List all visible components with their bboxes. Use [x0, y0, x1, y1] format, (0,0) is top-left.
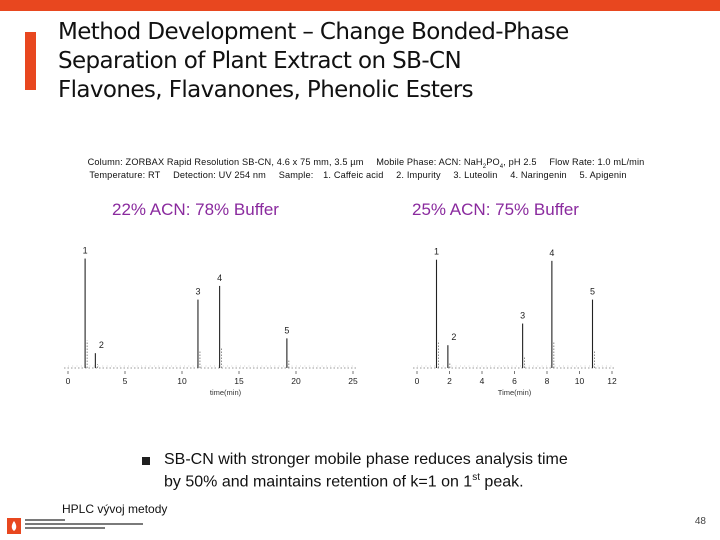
detection-spec: Detection: UV 254 nm: [173, 170, 266, 180]
peak-label-1: 1: [83, 246, 88, 256]
peak-label-3: 3: [195, 287, 200, 297]
university-logo-icon: [7, 518, 21, 534]
bullet-marker: [142, 457, 150, 465]
footer-course-label: HPLC vývoj metody: [62, 502, 168, 516]
x-tick-label-15: 15: [234, 376, 244, 386]
flow-rate-spec: Flow Rate: 1.0 mL/min: [549, 157, 645, 167]
x-tick-label-6: 6: [512, 376, 517, 386]
x-tick-label-20: 20: [291, 376, 301, 386]
x-tick-label-2: 2: [447, 376, 452, 386]
chart-title-right: 25% ACN: 75% Buffer: [412, 200, 579, 219]
x-tick-label-4: 4: [480, 376, 485, 386]
peak-label-1: 1: [434, 247, 439, 257]
temperature-spec: Temperature: RT: [89, 170, 161, 180]
page-number: 48: [694, 516, 706, 527]
peak-label-2: 2: [99, 340, 104, 350]
title-line-1: Method Development – Change Bonded-Phase: [58, 19, 569, 45]
peak-label-4: 4: [217, 273, 222, 283]
sample-2: 2. Impurity: [396, 170, 441, 180]
x-tick-label-10: 10: [575, 376, 585, 386]
sample-5: 5. Apigenin: [579, 170, 627, 180]
sample-label: Sample:: [278, 170, 314, 180]
x-tick-label-8: 8: [545, 376, 550, 386]
chart-title-left: 22% ACN: 78% Buffer: [112, 200, 279, 219]
title-line-3: Flavones, Flavanones, Phenolic Esters: [58, 77, 474, 103]
sample-4: 4. Naringenin: [510, 170, 567, 180]
peak-label-5: 5: [590, 287, 595, 297]
title-line-2: Separation of Plant Extract on SB-CN: [58, 48, 462, 74]
peak-label-2: 2: [451, 332, 456, 342]
sample-3: 3. Luteolin: [453, 170, 498, 180]
x-tick-label-12: 12: [607, 376, 617, 386]
x-tick-label-25: 25: [348, 376, 358, 386]
sample-1: 1. Caffeic acid: [323, 170, 384, 180]
x-tick-label-5: 5: [123, 376, 128, 386]
peak-label-3: 3: [520, 311, 525, 321]
x-tick-label-10: 10: [177, 376, 187, 386]
conditions-line-2: Temperature: RT Detection: UV 254 nm Sam…: [0, 170, 718, 180]
mobile-phase-spec: Mobile Phase: ACN: NaH2PO4, pH 2.5: [376, 157, 537, 170]
x-tick-label-0: 0: [415, 376, 420, 386]
conditions-line-1: Column: ZORBAX Rapid Resolution SB-CN, 4…: [6, 157, 720, 170]
x-axis-label: time(min): [210, 388, 242, 397]
x-axis-label: Time(min): [498, 388, 532, 397]
university-logo-text: [25, 519, 145, 531]
x-tick-label-0: 0: [66, 376, 71, 386]
slide-title: Method Development – Change Bonded-Phase…: [58, 18, 698, 105]
bullet-text: SB-CN with stronger mobile phase reduces…: [164, 451, 568, 491]
title-accent-bar: [25, 32, 36, 90]
peak-label-4: 4: [549, 248, 554, 258]
chromatogram-left: 1 2 3 4 5 0 5 10 15 20 25 time(min): [64, 246, 358, 397]
peak-label-5: 5: [284, 325, 289, 335]
top-accent-bar: [0, 0, 720, 11]
column-spec: Column: ZORBAX Rapid Resolution SB-CN, 4…: [87, 157, 364, 167]
